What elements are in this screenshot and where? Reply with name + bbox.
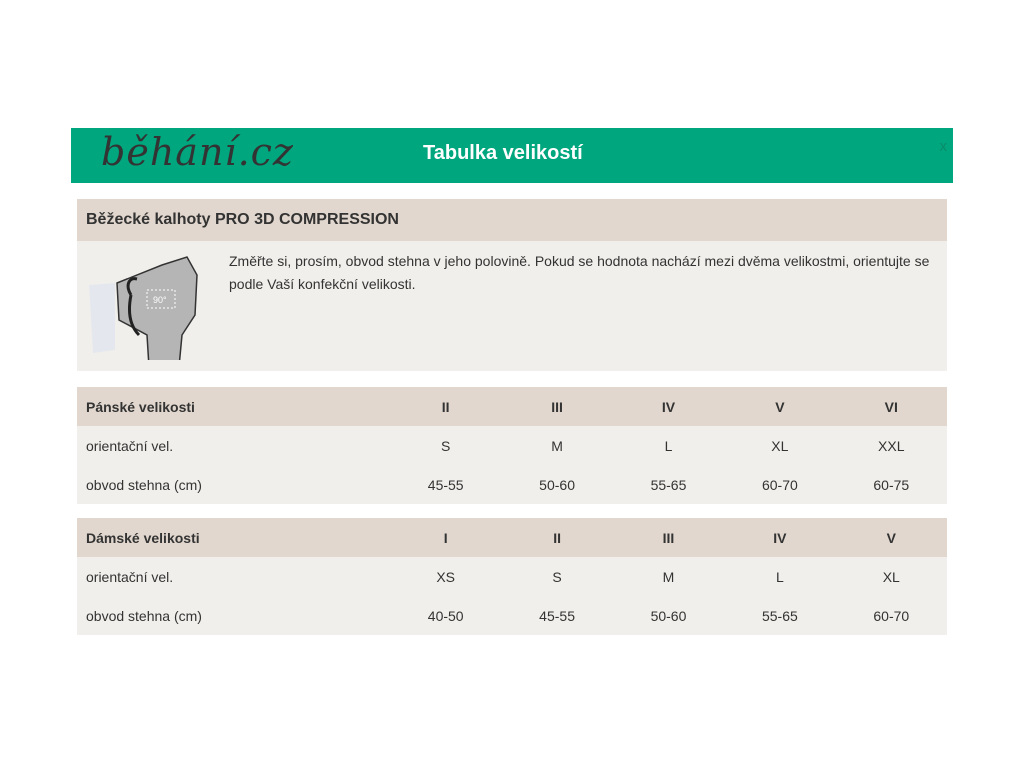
table-cell: 50-60	[612, 596, 725, 635]
table-header: III	[501, 387, 613, 426]
table-cell: obvod stehna (cm)	[77, 596, 390, 635]
table-cell: XXL	[835, 426, 947, 465]
table-header: III	[612, 518, 725, 557]
thigh-measure-illustration: 90°	[89, 256, 198, 360]
womens-size-table: Dámské velikosti I II III IV V orientační vel…	[77, 518, 947, 635]
table-cell: obvod stehna (cm)	[77, 465, 390, 504]
table-cell: L	[724, 557, 836, 596]
table-cell: L	[612, 426, 725, 465]
product-title: Běžecké kalhoty PRO 3D COMPRESSION	[77, 199, 947, 241]
table-cell: 60-75	[835, 465, 947, 504]
table-header: II	[501, 518, 613, 557]
table-row: orientační vel. XS S M L XL	[77, 557, 947, 596]
measure-instructions: Změřte si, prosím, obvod stehna v jeho p…	[229, 253, 930, 292]
table-header: IV	[724, 518, 836, 557]
table-cell: 60-70	[724, 465, 836, 504]
modal-header: běhání.cz Tabulka velikostí x	[71, 128, 953, 183]
table-row: orientační vel. S M L XL XXL	[77, 426, 947, 465]
logo: běhání.cz	[101, 130, 294, 174]
table-row: obvod stehna (cm) 40-50 45-55 50-60 55-65 60-…	[77, 596, 947, 635]
table-cell: S	[390, 426, 502, 465]
svg-text:90°: 90°	[153, 295, 167, 305]
table-cell: 45-55	[390, 465, 502, 504]
modal-title: Tabulka velikostí	[423, 142, 583, 164]
table-cell: 50-60	[501, 465, 613, 504]
table-cell: M	[501, 426, 613, 465]
table-header: Pánské velikosti	[77, 387, 390, 426]
table-header: V	[835, 518, 947, 557]
table-cell: 45-55	[501, 596, 613, 635]
table-header: VI	[835, 387, 947, 426]
table-header: V	[724, 387, 836, 426]
table-cell: XS	[390, 557, 502, 596]
table-cell: XL	[835, 557, 947, 596]
table-cell: orientační vel.	[77, 557, 390, 596]
table-cell: M	[612, 557, 725, 596]
table-header: I	[390, 518, 502, 557]
product-box: Běžecké kalhoty PRO 3D COMPRESSION 90° Z…	[77, 199, 947, 371]
table-row: obvod stehna (cm) 45-55 50-60 55-65 60-70 60-…	[77, 465, 947, 504]
table-header: Dámské velikosti	[77, 518, 390, 557]
table-cell: 60-70	[835, 596, 947, 635]
table-cell: 55-65	[612, 465, 725, 504]
table-cell: XL	[724, 426, 836, 465]
table-cell: 55-65	[724, 596, 836, 635]
table-cell: orientační vel.	[77, 426, 390, 465]
table-header: IV	[612, 387, 725, 426]
table-header: II	[390, 387, 502, 426]
table-cell: S	[501, 557, 613, 596]
mens-size-table: Pánské velikosti II III IV V VI orientační ve…	[77, 387, 947, 504]
close-button[interactable]: x	[939, 138, 948, 155]
table-cell: 40-50	[390, 596, 502, 635]
